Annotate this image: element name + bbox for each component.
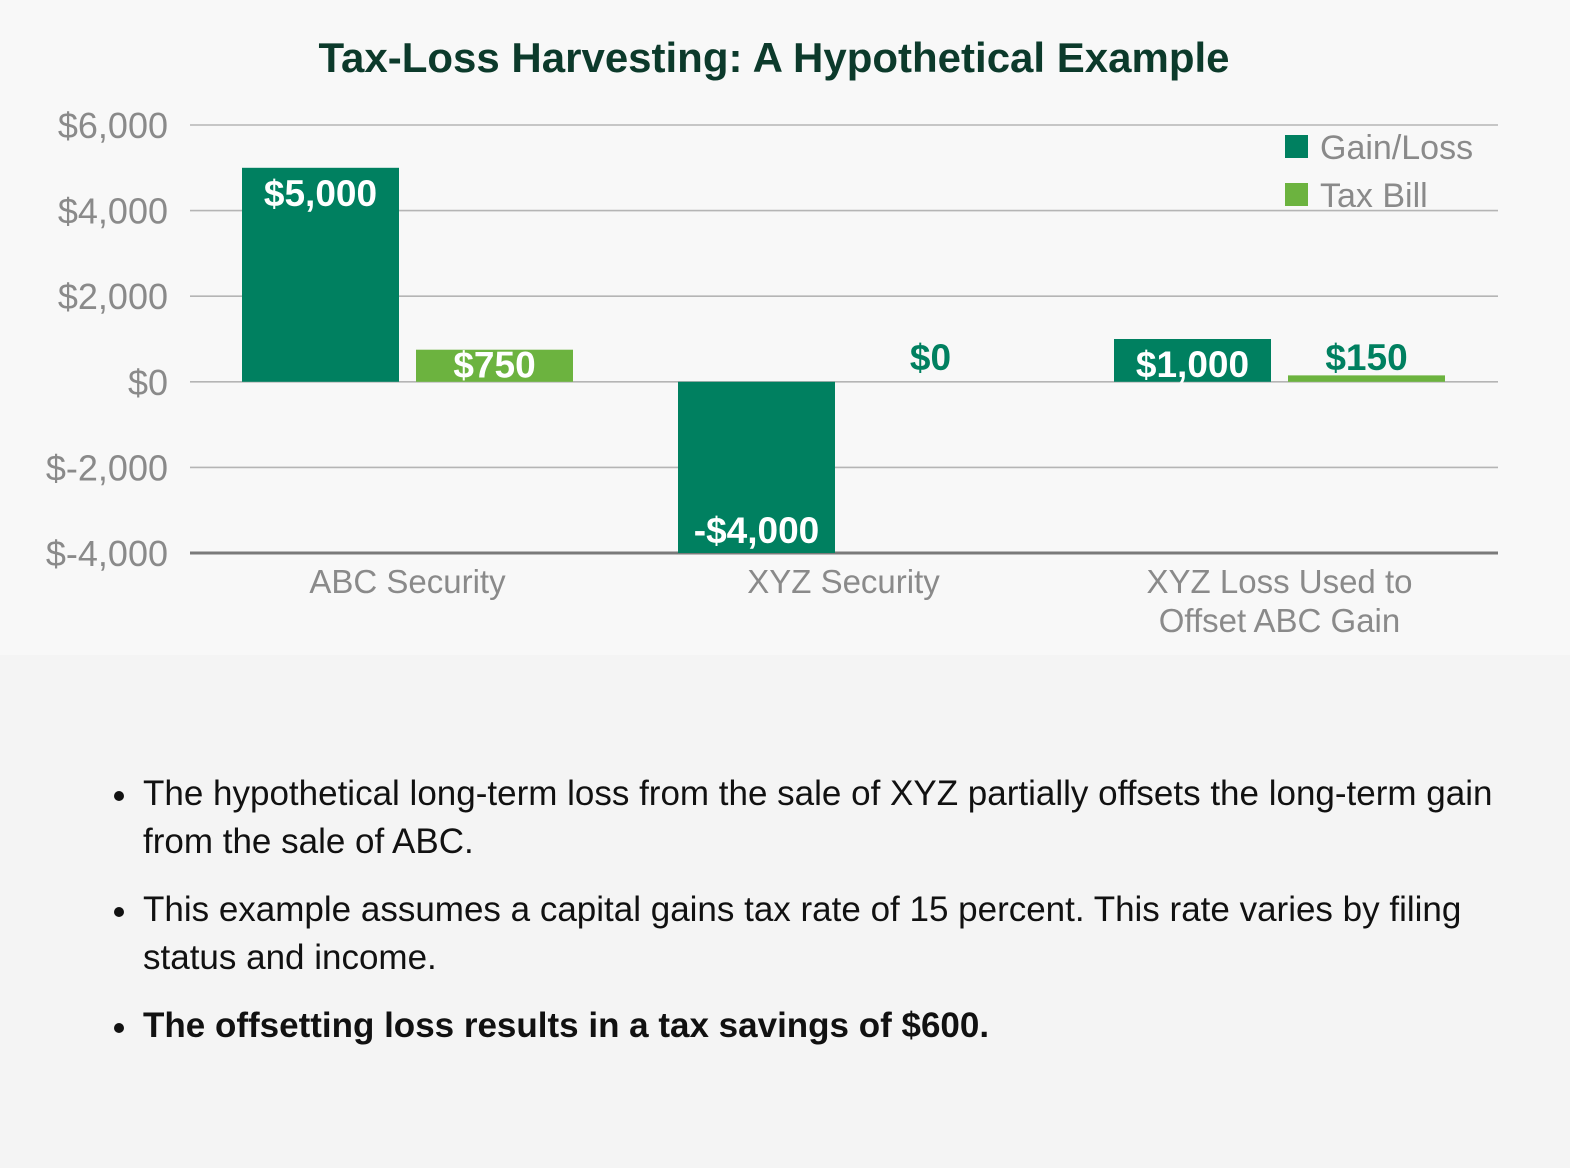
data-label: $150 bbox=[1325, 337, 1407, 378]
notes-list: The hypothetical long-term loss from the… bbox=[112, 770, 1532, 1070]
data-label: $1,000 bbox=[1136, 344, 1249, 385]
bar-gain-loss bbox=[242, 167, 399, 382]
x-category-label: ABC Security bbox=[309, 563, 506, 600]
x-category-label: XYZ Loss Used to bbox=[1147, 563, 1413, 600]
y-tick-label: $4,000 bbox=[58, 191, 168, 232]
data-label: $5,000 bbox=[264, 173, 377, 214]
legend-swatch-gain-loss bbox=[1285, 135, 1308, 158]
legend-label: Gain/Loss bbox=[1320, 129, 1473, 167]
bar-chart: Tax-Loss Harvesting: A Hypothetical Exam… bbox=[46, 34, 1498, 639]
note-item: This example assumes a capital gains tax… bbox=[112, 886, 1532, 982]
chart-panel: Tax-Loss Harvesting: A Hypothetical Exam… bbox=[45, 34, 1498, 639]
y-tick-label: $2,000 bbox=[58, 276, 168, 317]
x-category-label: Offset ABC Gain bbox=[1159, 602, 1401, 639]
x-category-label: XYZ Security bbox=[747, 563, 940, 600]
y-tick-label: $-4,000 bbox=[46, 533, 168, 574]
bar-tax-bill bbox=[1288, 375, 1445, 382]
note-item-bold: The offsetting loss results in a tax sav… bbox=[112, 1002, 1532, 1050]
y-tick-label: $0 bbox=[128, 362, 168, 403]
y-tick-label: $6,000 bbox=[58, 105, 168, 146]
legend-label: Tax Bill bbox=[1320, 177, 1428, 215]
chart-title: Tax-Loss Harvesting: A Hypothetical Exam… bbox=[318, 34, 1229, 81]
bar-gain-loss bbox=[1114, 339, 1271, 382]
bar-gain-loss bbox=[678, 381, 835, 553]
data-label: $0 bbox=[910, 337, 951, 378]
note-item: The hypothetical long-term loss from the… bbox=[112, 770, 1532, 866]
legend-swatch-tax-bill bbox=[1285, 183, 1308, 206]
data-label: -$4,000 bbox=[694, 510, 820, 551]
y-tick-label: $-2,000 bbox=[46, 447, 168, 488]
data-label: $750 bbox=[453, 345, 535, 386]
bar-tax-bill bbox=[416, 349, 573, 382]
